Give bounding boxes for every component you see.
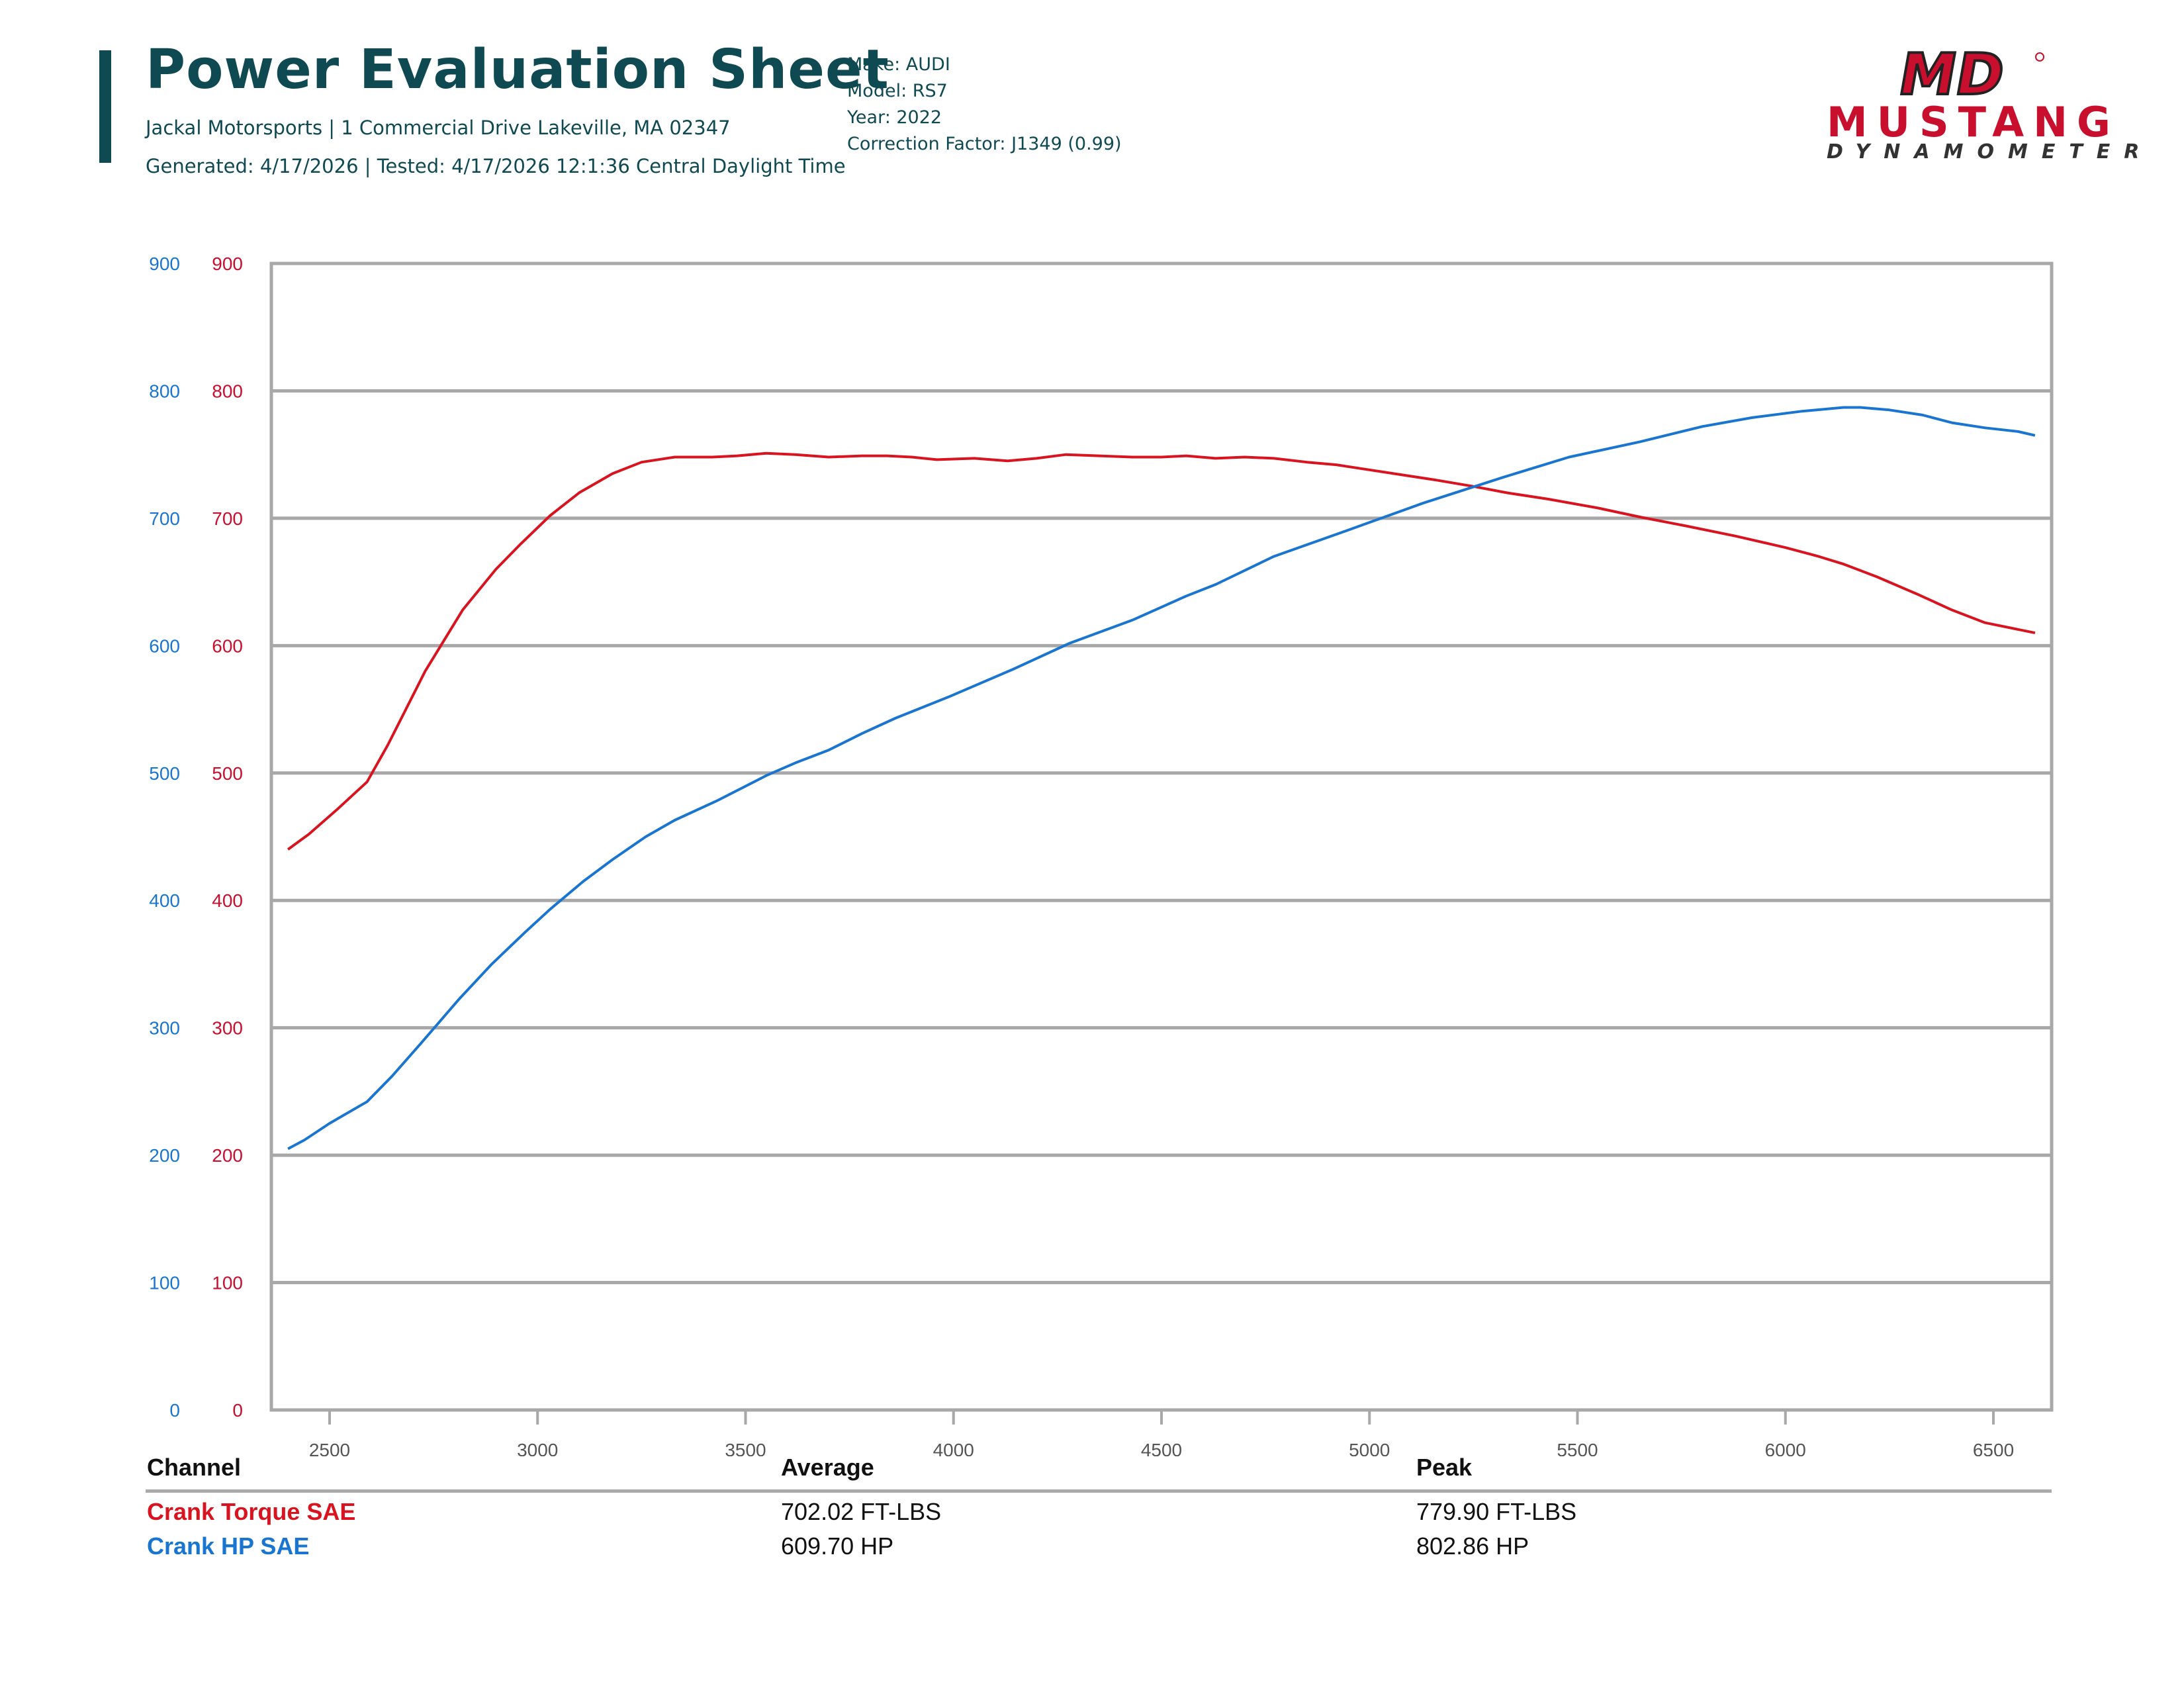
right-tick-label-100: 100 xyxy=(212,1273,243,1293)
left-tick-label-600: 600 xyxy=(149,635,180,656)
right-tick-label-0: 0 xyxy=(232,1400,243,1421)
right-tick-label-400: 400 xyxy=(212,890,243,911)
table-row: Crank HP SAE 609.70 HP 802.86 HP xyxy=(146,1527,2052,1562)
x-tick-label-3500: 3500 xyxy=(725,1440,766,1456)
plot-frame xyxy=(269,261,2054,1412)
left-tick-label-700: 700 xyxy=(149,508,180,529)
left-tick-label-0: 0 xyxy=(169,1400,180,1421)
row-channel-torque: Crank Torque SAE xyxy=(147,1498,356,1525)
x-tick-label-6000: 6000 xyxy=(1765,1440,1806,1456)
row-average-torque: 702.02 FT-LBS xyxy=(781,1498,942,1525)
left-tick-label-300: 300 xyxy=(149,1018,180,1039)
right-tick-label-500: 500 xyxy=(212,763,243,784)
left-tick-label-400: 400 xyxy=(149,890,180,911)
header-accent-bar xyxy=(99,50,111,163)
shop-address: Jackal Motorsports | 1 Commercial Drive … xyxy=(146,117,731,139)
series-line-crank-torque xyxy=(287,451,2036,851)
x-tick-label-6500: 6500 xyxy=(1973,1440,2014,1456)
row-average-hp: 609.70 HP xyxy=(781,1532,894,1560)
power-torque-chart: 0 0 100 100 200 200 300 300 400 400 500 500 600 600 70… xyxy=(149,254,2054,1456)
series-line-crank-hp xyxy=(287,406,2036,1150)
x-tick-label-2500: 2500 xyxy=(309,1440,350,1456)
correction-factor: Correction Factor: J1349 (0.99) xyxy=(847,134,1122,154)
generated-tested-info: Generated: 4/17/2026 | Tested: 4/17/2026… xyxy=(146,155,846,177)
summary-table-header: Channel Average Peak xyxy=(146,1450,2052,1493)
x-tick-label-5500: 5500 xyxy=(1557,1440,1598,1456)
logo-wordmark: MUSTANG xyxy=(1827,98,2120,146)
row-peak-torque: 779.90 FT-LBS xyxy=(1416,1498,1577,1525)
page-title: Power Evaluation Sheet xyxy=(146,38,889,101)
right-tick-label-800: 800 xyxy=(212,381,243,401)
x-tick-label-4000: 4000 xyxy=(933,1440,974,1456)
chart-series xyxy=(287,406,2036,1150)
x-tick-label-3000: 3000 xyxy=(517,1440,558,1456)
summary-table: Channel Average Peak Crank Torque SAE 70… xyxy=(146,1450,2052,1562)
x-tick-label-4500: 4500 xyxy=(1141,1440,1182,1456)
vehicle-info: Make: AUDI Model: RS7 Year: 2022 Correct… xyxy=(847,52,1122,158)
md-monogram-icon: MD xyxy=(1893,46,2044,99)
logo-subtitle: DYNAMOMETER xyxy=(1827,140,2154,164)
left-tick-label-100: 100 xyxy=(149,1273,180,1293)
header-peak: Peak xyxy=(1416,1454,1473,1481)
logo-monogram: MD xyxy=(1894,46,2009,99)
left-tick-label-800: 800 xyxy=(149,381,180,401)
chart-axes: 0 0 100 100 200 200 300 300 400 400 500 500 600 600 70… xyxy=(149,254,2054,1456)
vehicle-make: Make: AUDI xyxy=(847,54,950,75)
row-channel-hp: Crank HP SAE xyxy=(147,1532,310,1560)
row-peak-hp: 802.86 HP xyxy=(1416,1532,1529,1560)
vehicle-year: Year: 2022 xyxy=(847,107,942,128)
header-channel: Channel xyxy=(147,1454,242,1481)
left-tick-label-500: 500 xyxy=(149,763,180,784)
vehicle-model: Model: RS7 xyxy=(847,81,948,101)
right-tick-label-200: 200 xyxy=(212,1145,243,1166)
header-average: Average xyxy=(781,1454,874,1481)
left-tick-label-900: 900 xyxy=(149,254,180,274)
x-tick-label-5000: 5000 xyxy=(1349,1440,1390,1456)
table-row: Crank Torque SAE 702.02 FT-LBS 779.90 FT… xyxy=(146,1493,2052,1527)
right-tick-label-300: 300 xyxy=(212,1018,243,1039)
left-tick-label-200: 200 xyxy=(149,1145,180,1166)
right-tick-label-600: 600 xyxy=(212,635,243,656)
right-tick-label-900: 900 xyxy=(212,254,243,274)
right-tick-label-700: 700 xyxy=(212,508,243,529)
mustang-dynamometer-logo: MD MUSTANG DYNAMOMETER xyxy=(1827,46,2154,165)
chart-grid xyxy=(271,261,2052,1412)
